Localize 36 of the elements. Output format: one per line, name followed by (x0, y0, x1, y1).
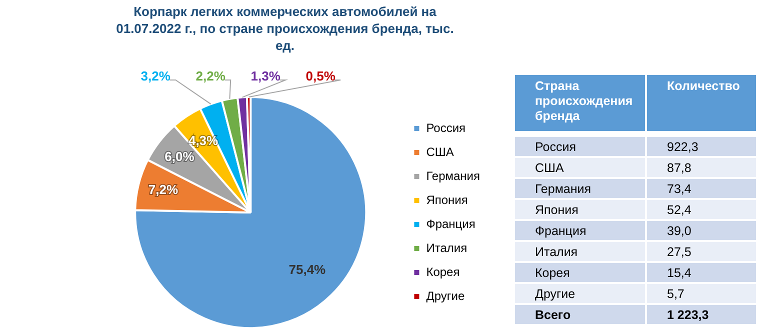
data-label: 7,2% (148, 182, 178, 198)
legend-label: Германия (426, 168, 480, 183)
text: 922,3 (667, 140, 698, 154)
data-label: 3,2% (140, 68, 171, 84)
text: 73,4 (667, 182, 692, 196)
text: 5,7 (667, 286, 684, 300)
data-label: 0,5% (306, 68, 336, 84)
chart-title: Корпарк легких коммерческих автомобилей на 01.07.2022 г., по стране происхождения бренда, тыс. ед. (115, 3, 455, 54)
legend-label: Корея (426, 264, 460, 279)
category-label: Другие (515, 284, 645, 303)
legend-label: Япония (426, 192, 468, 207)
text: Количество (647, 75, 756, 131)
text: Страна происхождения бренда (515, 75, 645, 131)
data-label: 75,4% (288, 262, 326, 277)
category-label: Италия (515, 242, 645, 261)
category-label: Япония (515, 200, 645, 219)
data-label: 1,3% (250, 68, 281, 84)
category-label: Корея (515, 263, 645, 282)
legend-label: Италия (426, 240, 468, 255)
category-label: Франция (515, 221, 645, 240)
text: 1 223,3 (667, 308, 709, 322)
legend-label: Россия (426, 120, 466, 135)
category-label: США (515, 158, 645, 177)
text: 15,4 (667, 266, 692, 280)
legend-label: Другие (426, 288, 465, 303)
text: 39,0 (667, 224, 692, 238)
category-label: Россия (515, 137, 645, 156)
text: 87,8 (667, 160, 692, 174)
legend-label: Франция (426, 216, 476, 231)
data-label: 6,0% (164, 148, 195, 164)
text: 52,4 (667, 202, 692, 216)
category-label: Германия (515, 179, 645, 198)
text: 27,5 (667, 244, 692, 258)
legend-label: США (426, 144, 454, 159)
category-label: Всего (515, 305, 645, 324)
data-label: 2,2% (196, 68, 226, 84)
